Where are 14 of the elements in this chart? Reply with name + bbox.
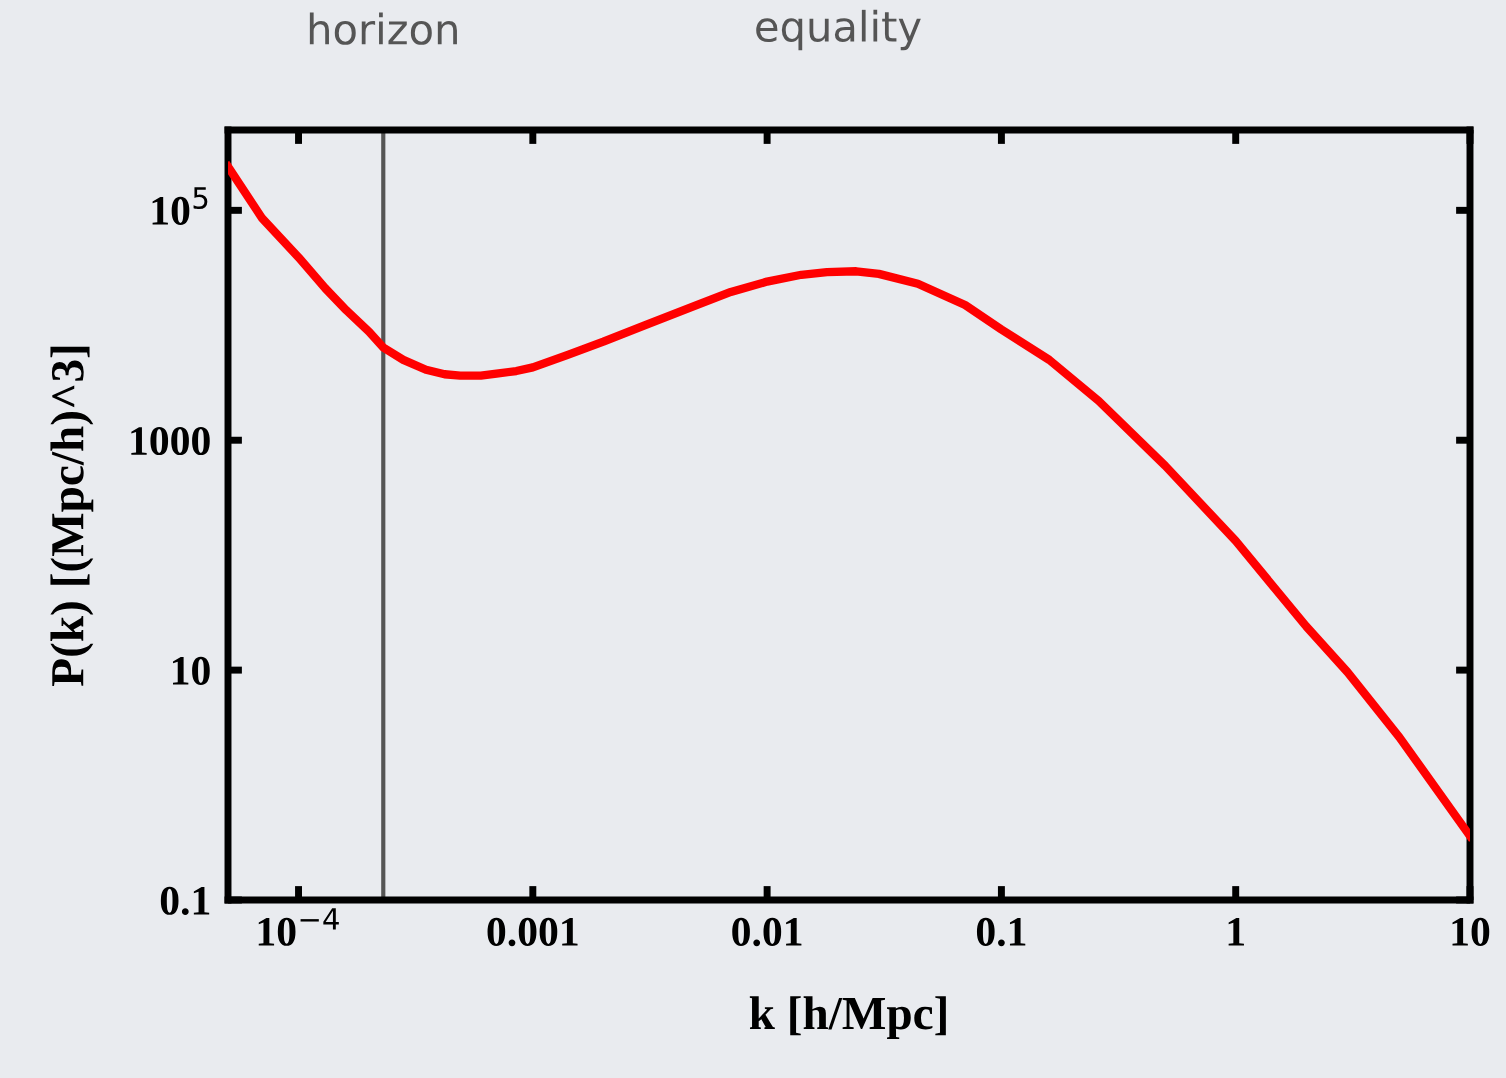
x-tick-label: 10$^{−4}$ bbox=[258, 908, 339, 946]
y-axis-title: P(k) [(Mpc/h)^3] bbox=[50, 346, 94, 686]
y-tick-label: 1000 bbox=[131, 426, 210, 456]
text: equality bbox=[756, 9, 921, 51]
y-tick-label: 10 bbox=[173, 656, 210, 685]
ref-line-label: horizon bbox=[309, 12, 457, 45]
x-tick-label: 0.01 bbox=[732, 917, 802, 947]
x-tick-label: 10 bbox=[1452, 917, 1490, 946]
y-tick-label: 0.1 bbox=[160, 886, 210, 916]
x-tick-label: 0.001 bbox=[487, 917, 578, 947]
x-tick-label: 1 bbox=[1228, 918, 1244, 946]
x-tick-label: 0.1 bbox=[976, 917, 1026, 947]
x-axis-title: k [h/Mpc] bbox=[749, 996, 946, 1040]
y-tick-label: 10$^{5}$ bbox=[152, 187, 208, 225]
